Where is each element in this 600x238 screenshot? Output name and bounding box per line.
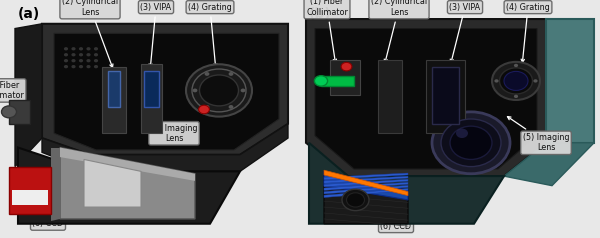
Circle shape (533, 79, 538, 83)
Polygon shape (54, 33, 279, 150)
Polygon shape (324, 176, 408, 183)
Polygon shape (42, 24, 288, 155)
Polygon shape (15, 24, 42, 167)
Polygon shape (9, 100, 30, 124)
Polygon shape (60, 148, 195, 181)
Circle shape (450, 126, 492, 159)
Polygon shape (309, 143, 504, 224)
Text: (a): (a) (18, 7, 40, 21)
Polygon shape (432, 67, 459, 124)
Circle shape (94, 65, 98, 68)
Polygon shape (9, 167, 51, 214)
Circle shape (64, 53, 68, 56)
Polygon shape (42, 124, 288, 171)
Circle shape (71, 59, 76, 62)
Polygon shape (18, 148, 240, 224)
Polygon shape (51, 148, 60, 221)
Text: (4) Grating: (4) Grating (506, 3, 550, 63)
Polygon shape (378, 60, 402, 133)
Text: (b): (b) (309, 7, 332, 21)
Text: (3) VIPA: (3) VIPA (140, 3, 172, 67)
Circle shape (79, 53, 83, 56)
Circle shape (86, 65, 91, 68)
Circle shape (186, 64, 252, 117)
Circle shape (514, 64, 518, 67)
Circle shape (347, 193, 365, 207)
Circle shape (1, 106, 17, 118)
Polygon shape (324, 188, 408, 198)
Circle shape (94, 53, 98, 56)
Circle shape (199, 75, 239, 106)
Circle shape (441, 119, 501, 167)
Text: (2) Cylindrical
Lens: (2) Cylindrical Lens (62, 0, 118, 68)
Circle shape (314, 76, 328, 86)
Circle shape (205, 72, 209, 76)
Circle shape (199, 105, 209, 114)
Polygon shape (324, 179, 408, 187)
Circle shape (79, 65, 83, 68)
Circle shape (64, 47, 68, 50)
Circle shape (71, 53, 76, 56)
Text: (4) Grating: (4) Grating (188, 3, 232, 67)
Polygon shape (102, 67, 126, 133)
Polygon shape (324, 170, 408, 196)
Text: (6) CCD: (6) CCD (32, 201, 64, 228)
Circle shape (504, 71, 528, 90)
Text: (6) CCD: (6) CCD (380, 201, 412, 231)
Circle shape (229, 105, 233, 109)
Circle shape (205, 105, 209, 109)
Text: (1) Fiber
Collimator: (1) Fiber Collimator (0, 81, 24, 107)
Text: (5) Imaging
Lens: (5) Imaging Lens (508, 117, 569, 153)
Circle shape (94, 59, 98, 62)
Text: (2) Cylindrical
Lens: (2) Cylindrical Lens (371, 0, 427, 63)
Polygon shape (12, 190, 48, 205)
Circle shape (341, 62, 352, 71)
Circle shape (492, 62, 540, 100)
Polygon shape (315, 29, 537, 169)
Circle shape (86, 53, 91, 56)
Circle shape (71, 65, 76, 68)
Circle shape (499, 68, 533, 94)
Polygon shape (306, 19, 546, 176)
Text: (5) Imaging
Lens: (5) Imaging Lens (142, 120, 197, 143)
Polygon shape (141, 64, 162, 133)
Polygon shape (330, 60, 360, 95)
Text: (1) Fiber
Collimator: (1) Fiber Collimator (306, 0, 348, 63)
Circle shape (71, 47, 76, 50)
Polygon shape (84, 159, 141, 207)
Circle shape (64, 59, 68, 62)
Polygon shape (144, 71, 159, 107)
Polygon shape (324, 182, 408, 190)
Circle shape (94, 47, 98, 50)
Polygon shape (324, 173, 408, 180)
Circle shape (86, 47, 91, 50)
Polygon shape (426, 60, 465, 133)
Text: (3) VIPA: (3) VIPA (449, 3, 481, 63)
Circle shape (241, 89, 245, 92)
Polygon shape (324, 185, 408, 194)
Polygon shape (324, 171, 408, 200)
Circle shape (514, 95, 518, 98)
Circle shape (79, 47, 83, 50)
Circle shape (342, 189, 369, 211)
Polygon shape (504, 143, 594, 186)
Circle shape (229, 72, 233, 76)
Circle shape (432, 112, 510, 174)
Circle shape (456, 129, 468, 138)
Polygon shape (108, 71, 120, 107)
Polygon shape (324, 171, 408, 224)
Polygon shape (321, 76, 354, 86)
Circle shape (64, 65, 68, 68)
Circle shape (86, 59, 91, 62)
Circle shape (79, 59, 83, 62)
Circle shape (494, 79, 499, 83)
Polygon shape (546, 19, 594, 143)
Circle shape (193, 89, 197, 92)
Polygon shape (60, 148, 195, 219)
